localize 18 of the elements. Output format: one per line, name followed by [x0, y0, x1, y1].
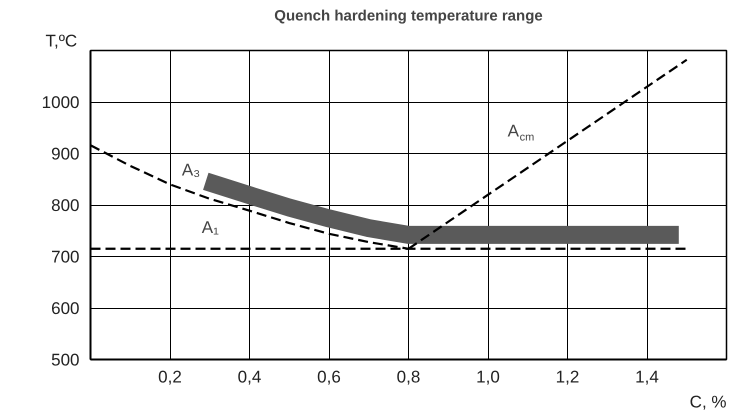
x-tick-label: 0,8 — [396, 368, 420, 386]
y-tick-label: 800 — [51, 196, 80, 215]
x-tick-label: 0,2 — [158, 368, 182, 386]
x-tick-label: 1,4 — [635, 368, 659, 386]
y-tick-label: 600 — [51, 299, 80, 318]
y-tick-label: 500 — [51, 350, 80, 370]
x-tick-label: 1,2 — [556, 368, 580, 386]
y-tick-label: 900 — [51, 144, 80, 164]
x-tick-label: 0,4 — [238, 368, 262, 386]
x-tick-label: 1,0 — [476, 368, 500, 386]
x-axis-title: C, % — [690, 392, 727, 412]
annotation: A₃ — [182, 160, 200, 180]
x-tick-label: 0,6 — [317, 368, 341, 386]
chart-title: Quench hardening temperature range — [274, 8, 543, 24]
y-tick-label: 700 — [51, 248, 80, 266]
y-tick-label: 1000 — [42, 93, 80, 112]
annotation: A₁ — [202, 218, 220, 237]
y-axis-title: T,ºC — [46, 32, 78, 50]
